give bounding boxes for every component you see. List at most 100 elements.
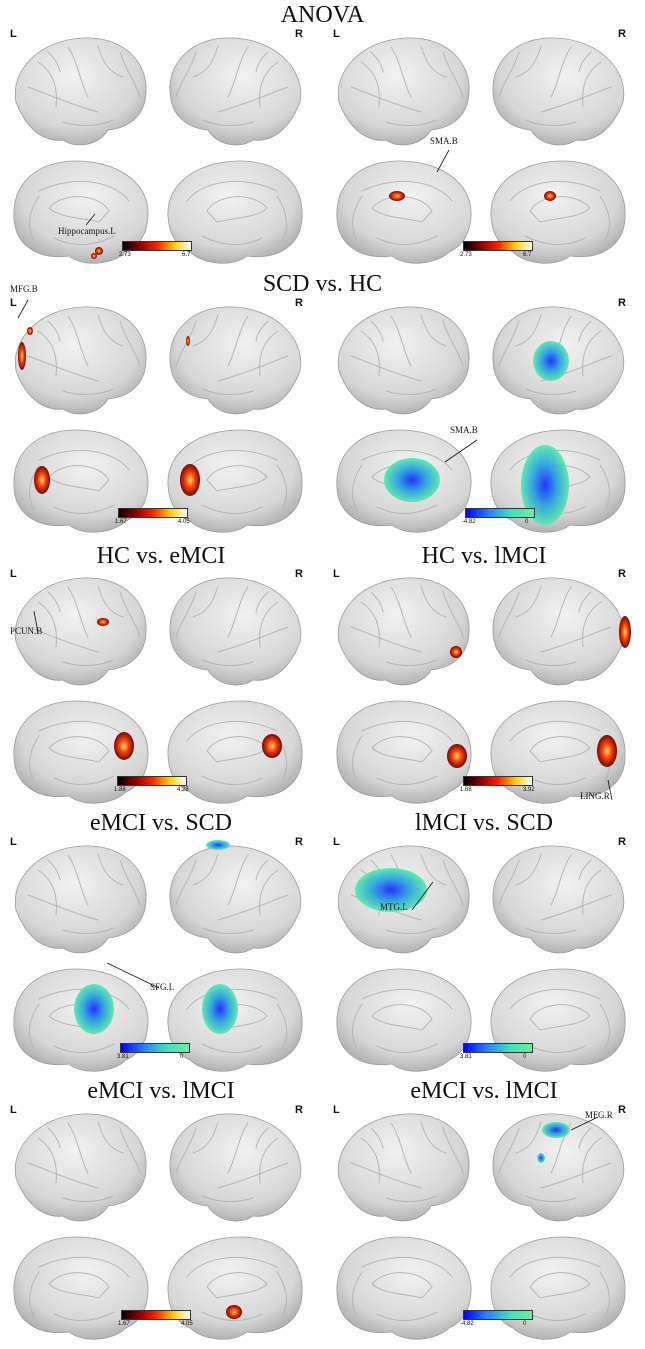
colorbar-min-label: 1.68	[460, 787, 472, 793]
left-lateral-brain	[14, 1113, 147, 1222]
activation-cluster	[180, 464, 200, 496]
activation-cluster	[533, 341, 569, 381]
colorbar-max-label: 0	[523, 1321, 527, 1327]
brain-renderings	[13, 577, 303, 804]
left-lateral-brain	[14, 845, 147, 954]
colorbar	[463, 241, 533, 251]
activation-cluster	[18, 342, 26, 370]
colorbar-max-label: 6.7	[523, 252, 532, 258]
right-lateral-brain	[492, 306, 625, 415]
colorbar-max-label: 3.92	[523, 787, 535, 793]
right-lateral-brain	[169, 577, 302, 686]
activation-cluster	[542, 1122, 570, 1138]
activation-cluster	[186, 336, 190, 346]
colorbar	[120, 1043, 190, 1053]
region-label: MFG.B	[10, 284, 38, 294]
activation-cluster	[597, 735, 617, 767]
colorbar-max-label: 4.05	[181, 1321, 193, 1327]
left-hemisphere-mark: L	[10, 568, 17, 580]
activation-cluster	[521, 445, 569, 525]
row-title-emci-vs-lmci-right: eMCI vs. lMCI	[410, 1078, 558, 1104]
colorbar	[121, 1310, 191, 1320]
right-medial-brain	[167, 968, 303, 1072]
activation-cluster	[389, 191, 405, 201]
right-medial-brain	[490, 160, 626, 264]
brain-renderings	[336, 37, 626, 264]
activation-cluster	[97, 618, 109, 626]
left-lateral-brain	[14, 37, 147, 146]
row-title-hc-vs-emci: HC vs. eMCI	[96, 543, 226, 569]
left-medial-brain	[336, 968, 472, 1072]
brain-renderings	[336, 1113, 626, 1340]
left-hemisphere-mark: L	[333, 28, 340, 40]
left-lateral-brain	[14, 577, 147, 686]
left-hemisphere-mark: L	[333, 1104, 340, 1116]
brain-renderings	[336, 306, 626, 533]
row-title-lmci-vs-scd: lMCI vs. SCD	[414, 810, 554, 836]
colorbar-min-label: 3.81	[460, 1054, 472, 1060]
colorbar-min-label: -4.82	[460, 1321, 474, 1327]
activation-cluster	[537, 1153, 545, 1163]
left-hemisphere-mark: L	[333, 568, 340, 580]
left-hemisphere-mark: L	[10, 1104, 17, 1116]
colorbar	[465, 508, 535, 518]
right-hemisphere-mark: R	[295, 297, 303, 309]
right-medial-brain	[490, 968, 626, 1072]
left-medial-brain	[13, 429, 149, 533]
colorbar	[118, 508, 188, 518]
right-medial-brain	[490, 429, 626, 533]
right-medial-brain	[490, 1236, 626, 1340]
right-lateral-brain	[169, 37, 302, 146]
right-lateral-brain	[492, 1113, 625, 1222]
colorbar-min-label: -4.82	[462, 519, 476, 525]
right-lateral-brain	[492, 37, 625, 146]
right-hemisphere-mark: R	[295, 836, 303, 848]
activation-cluster	[27, 327, 33, 335]
activation-cluster	[619, 616, 631, 648]
left-lateral-brain	[337, 37, 470, 146]
right-medial-brain	[490, 700, 626, 804]
left-medial-brain	[13, 968, 149, 1072]
activation-cluster	[74, 984, 114, 1034]
colorbar-min-label: 2.73	[119, 252, 131, 258]
right-medial-brain	[167, 700, 303, 804]
activation-cluster	[114, 732, 134, 760]
activation-cluster	[450, 646, 462, 658]
activation-cluster	[262, 734, 282, 758]
colorbar-max-label: 4.28	[177, 787, 189, 793]
activation-cluster	[206, 840, 230, 850]
region-label: MFG.R	[585, 1110, 613, 1120]
colorbar-min-label: 3.81	[117, 1054, 129, 1060]
left-hemisphere-mark: L	[10, 836, 17, 848]
colorbar	[463, 1043, 533, 1053]
left-lateral-brain	[337, 845, 470, 954]
left-lateral-brain	[14, 306, 147, 415]
brain-renderings	[13, 1113, 303, 1340]
colorbar	[122, 241, 192, 251]
row-title-emci-vs-lmci-left: eMCI vs. lMCI	[87, 1078, 235, 1104]
activation-cluster	[95, 247, 103, 255]
activation-cluster	[202, 984, 238, 1034]
left-lateral-brain	[337, 1113, 470, 1222]
colorbar	[117, 776, 187, 786]
left-lateral-brain	[337, 306, 470, 415]
region-label: LING.R	[580, 791, 610, 801]
colorbar-min-label: 1.67	[118, 1321, 130, 1327]
brain-panel: R	[323, 297, 645, 542]
colorbar-max-label: 0	[523, 1054, 527, 1060]
brain-renderings	[336, 845, 626, 1072]
brain-renderings	[13, 37, 303, 264]
left-hemisphere-mark: L	[10, 297, 17, 309]
activation-cluster	[34, 466, 50, 494]
right-medial-brain	[167, 1236, 303, 1340]
region-label: MTG.L	[380, 902, 408, 912]
colorbar-min-label: 1.88	[114, 787, 126, 793]
right-hemisphere-mark: R	[618, 28, 626, 40]
